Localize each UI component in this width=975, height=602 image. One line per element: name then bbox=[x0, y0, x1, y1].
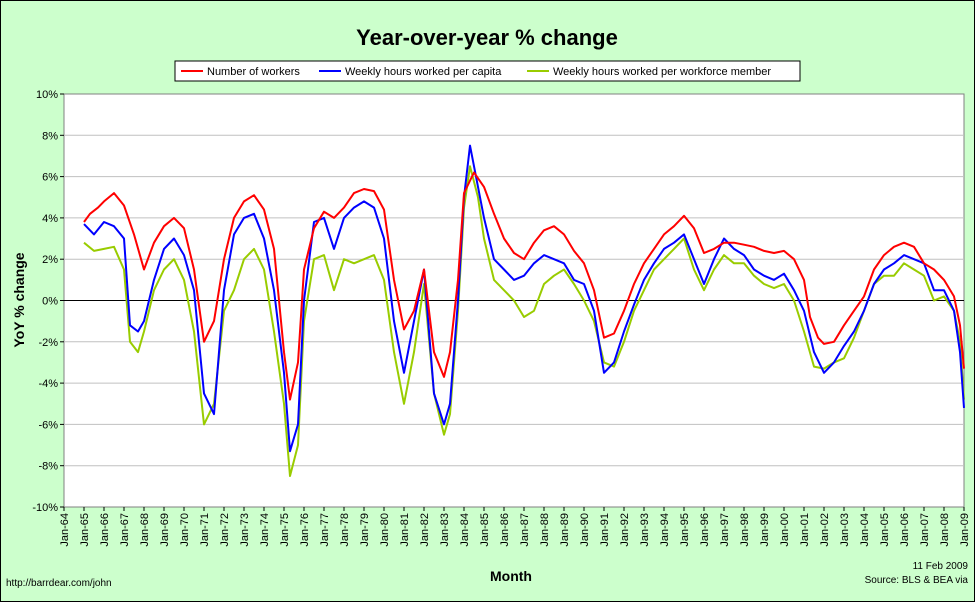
y-tick-label: 10% bbox=[36, 89, 58, 101]
x-tick-label: Jan-68 bbox=[139, 513, 151, 547]
x-tick-label: Jan-84 bbox=[459, 513, 471, 547]
legend: Number of workers Weekly hours worked pe… bbox=[174, 60, 801, 82]
x-tick-label: Jan-69 bbox=[159, 513, 171, 547]
gridlines bbox=[64, 134, 964, 467]
x-tick-label: Jan-99 bbox=[759, 513, 771, 547]
x-tick-label: Jan-02 bbox=[819, 513, 831, 547]
x-tick-label: Jan-98 bbox=[739, 513, 751, 547]
x-tick-label: Jan-07 bbox=[919, 513, 931, 547]
footer-date: 11 Feb 2009 bbox=[913, 561, 969, 572]
footer-source: Source: BLS & BEA via bbox=[865, 575, 969, 586]
x-tick-label: Jan-85 bbox=[479, 513, 491, 547]
x-tick-label: Jan-76 bbox=[299, 513, 311, 547]
x-tick-label: Jan-96 bbox=[699, 513, 711, 547]
y-axis-ticks: -10% -8% -6% -4% -2% 0% 2% 4% 6% 8% 10% bbox=[32, 89, 64, 514]
x-tick-label: Jan-81 bbox=[399, 513, 411, 547]
x-tick-label: Jan-91 bbox=[599, 513, 611, 547]
x-tick-label: Jan-82 bbox=[419, 513, 431, 547]
legend-label-hours-per-capita: Weekly hours worked per capita bbox=[345, 66, 502, 78]
y-tick-label: 2% bbox=[42, 254, 58, 266]
x-tick-label: Jan-83 bbox=[439, 513, 451, 547]
x-tick-label: Jan-64 bbox=[59, 513, 71, 547]
x-axis-title: Month bbox=[490, 568, 532, 584]
y-tick-label: 6% bbox=[42, 172, 58, 184]
x-tick-label: Jan-65 bbox=[79, 513, 91, 547]
footer-url: http://barrdear.com/john bbox=[6, 578, 112, 589]
x-tick-label: Jan-80 bbox=[379, 513, 391, 547]
x-tick-label: Jan-71 bbox=[199, 513, 211, 547]
x-tick-label: Jan-77 bbox=[319, 513, 331, 547]
legend-box bbox=[174, 60, 801, 82]
x-tick-label: Jan-78 bbox=[339, 513, 351, 547]
y-tick-label: -10% bbox=[32, 502, 58, 514]
legend-label-number-of-workers: Number of workers bbox=[207, 66, 300, 78]
series-line-hours-per-workforce-member bbox=[83, 165, 965, 477]
x-tick-label: Jan-00 bbox=[779, 513, 791, 547]
x-tick-label: Jan-08 bbox=[939, 513, 951, 547]
x-tick-label: Jan-87 bbox=[519, 513, 531, 547]
y-tick-label: -4% bbox=[38, 378, 58, 390]
x-tick-label: Jan-05 bbox=[879, 513, 891, 547]
chart-title: Year-over-year % change bbox=[356, 25, 618, 50]
x-tick-label: Jan-95 bbox=[679, 513, 691, 547]
x-tick-label: Jan-04 bbox=[859, 513, 871, 547]
y-tick-label: -8% bbox=[38, 461, 58, 473]
y-axis-title: YoY % change bbox=[11, 252, 27, 347]
x-tick-label: Jan-06 bbox=[899, 513, 911, 547]
x-tick-label: Jan-86 bbox=[499, 513, 511, 547]
series-line-number-of-workers bbox=[83, 171, 965, 401]
y-tick-label: 4% bbox=[42, 213, 58, 225]
series-lines bbox=[83, 144, 965, 477]
x-tick-label: Jan-94 bbox=[659, 513, 671, 547]
x-tick-label: Jan-67 bbox=[119, 513, 131, 547]
x-tick-label: Jan-03 bbox=[839, 513, 851, 547]
x-tick-label: Jan-09 bbox=[959, 513, 971, 547]
x-axis-ticks: Jan-64 Jan-65 Jan-66 Jan-67 Jan-68 Jan-69 Jan-… bbox=[59, 507, 971, 547]
x-tick-label: Jan-89 bbox=[559, 513, 571, 547]
x-tick-label: Jan-74 bbox=[259, 513, 271, 547]
series-line-hours-per-capita bbox=[83, 144, 965, 453]
legend-label-hours-per-workforce-member: Weekly hours worked per workforce member bbox=[553, 66, 771, 78]
x-tick-label: Jan-66 bbox=[99, 513, 111, 547]
x-tick-label: Jan-75 bbox=[279, 513, 291, 547]
x-tick-label: Jan-70 bbox=[179, 513, 191, 547]
x-tick-label: Jan-73 bbox=[239, 513, 251, 547]
x-tick-label: Jan-88 bbox=[539, 513, 551, 547]
x-tick-label: Jan-01 bbox=[799, 513, 811, 547]
x-tick-label: Jan-97 bbox=[719, 513, 731, 547]
x-tick-label: Jan-72 bbox=[219, 513, 231, 547]
y-tick-label: 0% bbox=[42, 296, 58, 308]
x-tick-label: Jan-90 bbox=[579, 513, 591, 547]
x-tick-label: Jan-79 bbox=[359, 513, 371, 547]
x-tick-label: Jan-93 bbox=[639, 513, 651, 547]
y-tick-label: 8% bbox=[42, 130, 58, 142]
y-tick-label: -6% bbox=[38, 419, 58, 431]
x-tick-label: Jan-92 bbox=[619, 513, 631, 547]
y-tick-label: -2% bbox=[38, 337, 58, 349]
